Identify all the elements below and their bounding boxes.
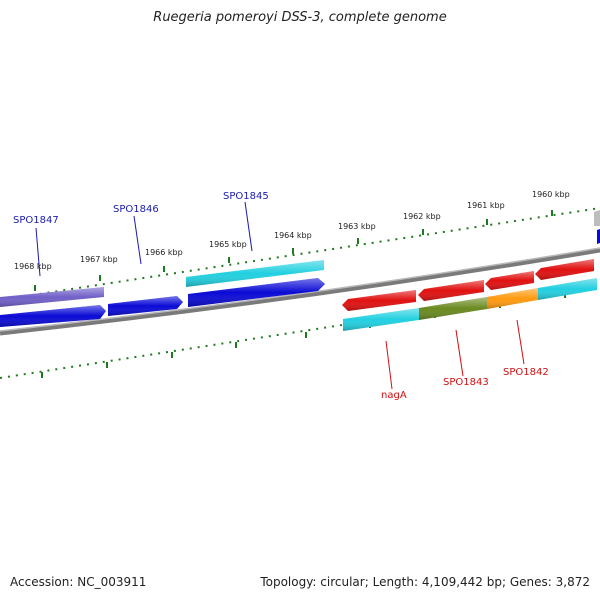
label-leader-line <box>455 329 464 377</box>
upper-ruler: 1968 kbp 1967 kbp 1966 kbp 1965 kbp 1964… <box>0 190 600 301</box>
gene-label-spo1847[interactable]: SPO1847 <box>13 215 59 226</box>
gene-spo1845-cyan[interactable] <box>186 260 324 287</box>
length-value: 4,109,442 bp <box>421 575 502 589</box>
gene-red-2[interactable] <box>418 280 484 301</box>
ruler-label-1966: 1966 kbp <box>145 248 183 257</box>
gene-spo1843-olive[interactable] <box>419 297 487 320</box>
gene-blue-3[interactable] <box>188 278 325 307</box>
gene-label-spo1843[interactable]: SPO1843 <box>443 377 489 388</box>
ruler-label-1968: 1968 kbp <box>14 262 52 271</box>
label-leader-line <box>516 319 525 365</box>
gene-red-3[interactable] <box>485 271 534 290</box>
label-leader-line <box>244 201 253 252</box>
reverse-genes <box>342 259 597 331</box>
genes-label: Genes: <box>509 575 552 589</box>
ruler-label-1962: 1962 kbp <box>403 212 441 221</box>
backbone-highlight <box>0 247 600 332</box>
backbone-line <box>0 247 600 336</box>
backbone-end-gene <box>597 229 600 244</box>
gene-label-spo1846[interactable]: SPO1846 <box>113 204 159 215</box>
genome-backbone <box>0 210 600 336</box>
accession-info: Accession: NC_003911 <box>10 575 146 589</box>
ruler-label-1967: 1967 kbp <box>80 255 118 264</box>
forward-gene-labels: SPO1847 SPO1846 SPO1845 <box>13 191 269 277</box>
gene-blue-1[interactable] <box>0 305 106 327</box>
accession-label: Accession: <box>10 575 74 589</box>
topology-value: circular <box>320 575 365 589</box>
genome-stats: Topology: circular; Length: 4,109,442 bp… <box>260 575 590 589</box>
backbone-end <box>594 210 600 226</box>
topology-label: Topology: <box>260 575 317 589</box>
genes-value: 3,872 <box>555 575 590 589</box>
gene-cyan-end[interactable] <box>538 278 597 300</box>
genome-title: Ruegeria pomeroyi DSS-3, complete genome <box>153 10 447 25</box>
gene-label-spo1842[interactable]: SPO1842 <box>503 367 549 378</box>
ruler-label-1960: 1960 kbp <box>532 190 570 199</box>
gene-red-1[interactable] <box>342 290 416 311</box>
upper-ruler-dotted-line <box>0 207 600 301</box>
accession-value: NC_003911 <box>77 575 147 589</box>
ruler-label-1963: 1963 kbp <box>338 222 376 231</box>
label-leader-line <box>133 215 142 265</box>
gene-spo1847-purple[interactable] <box>0 287 104 307</box>
gene-red-4[interactable] <box>535 259 594 280</box>
length-label: Length: <box>372 575 419 589</box>
reverse-gene-labels: nagA SPO1843 SPO1842 <box>381 319 549 401</box>
ruler-label-1961: 1961 kbp <box>467 201 505 210</box>
gene-naga-cyan[interactable] <box>343 308 419 331</box>
forward-genes <box>0 260 325 327</box>
gene-spo1842-orange[interactable] <box>487 288 538 309</box>
ruler-label-1965: 1965 kbp <box>209 240 247 249</box>
gene-label-spo1845[interactable]: SPO1845 <box>223 191 269 202</box>
ruler-label-1964: 1964 kbp <box>274 231 312 240</box>
gene-label-naga[interactable]: nagA <box>381 390 407 401</box>
label-leader-line <box>35 227 41 277</box>
label-leader-line <box>385 340 393 390</box>
gene-blue-2[interactable] <box>108 296 183 316</box>
